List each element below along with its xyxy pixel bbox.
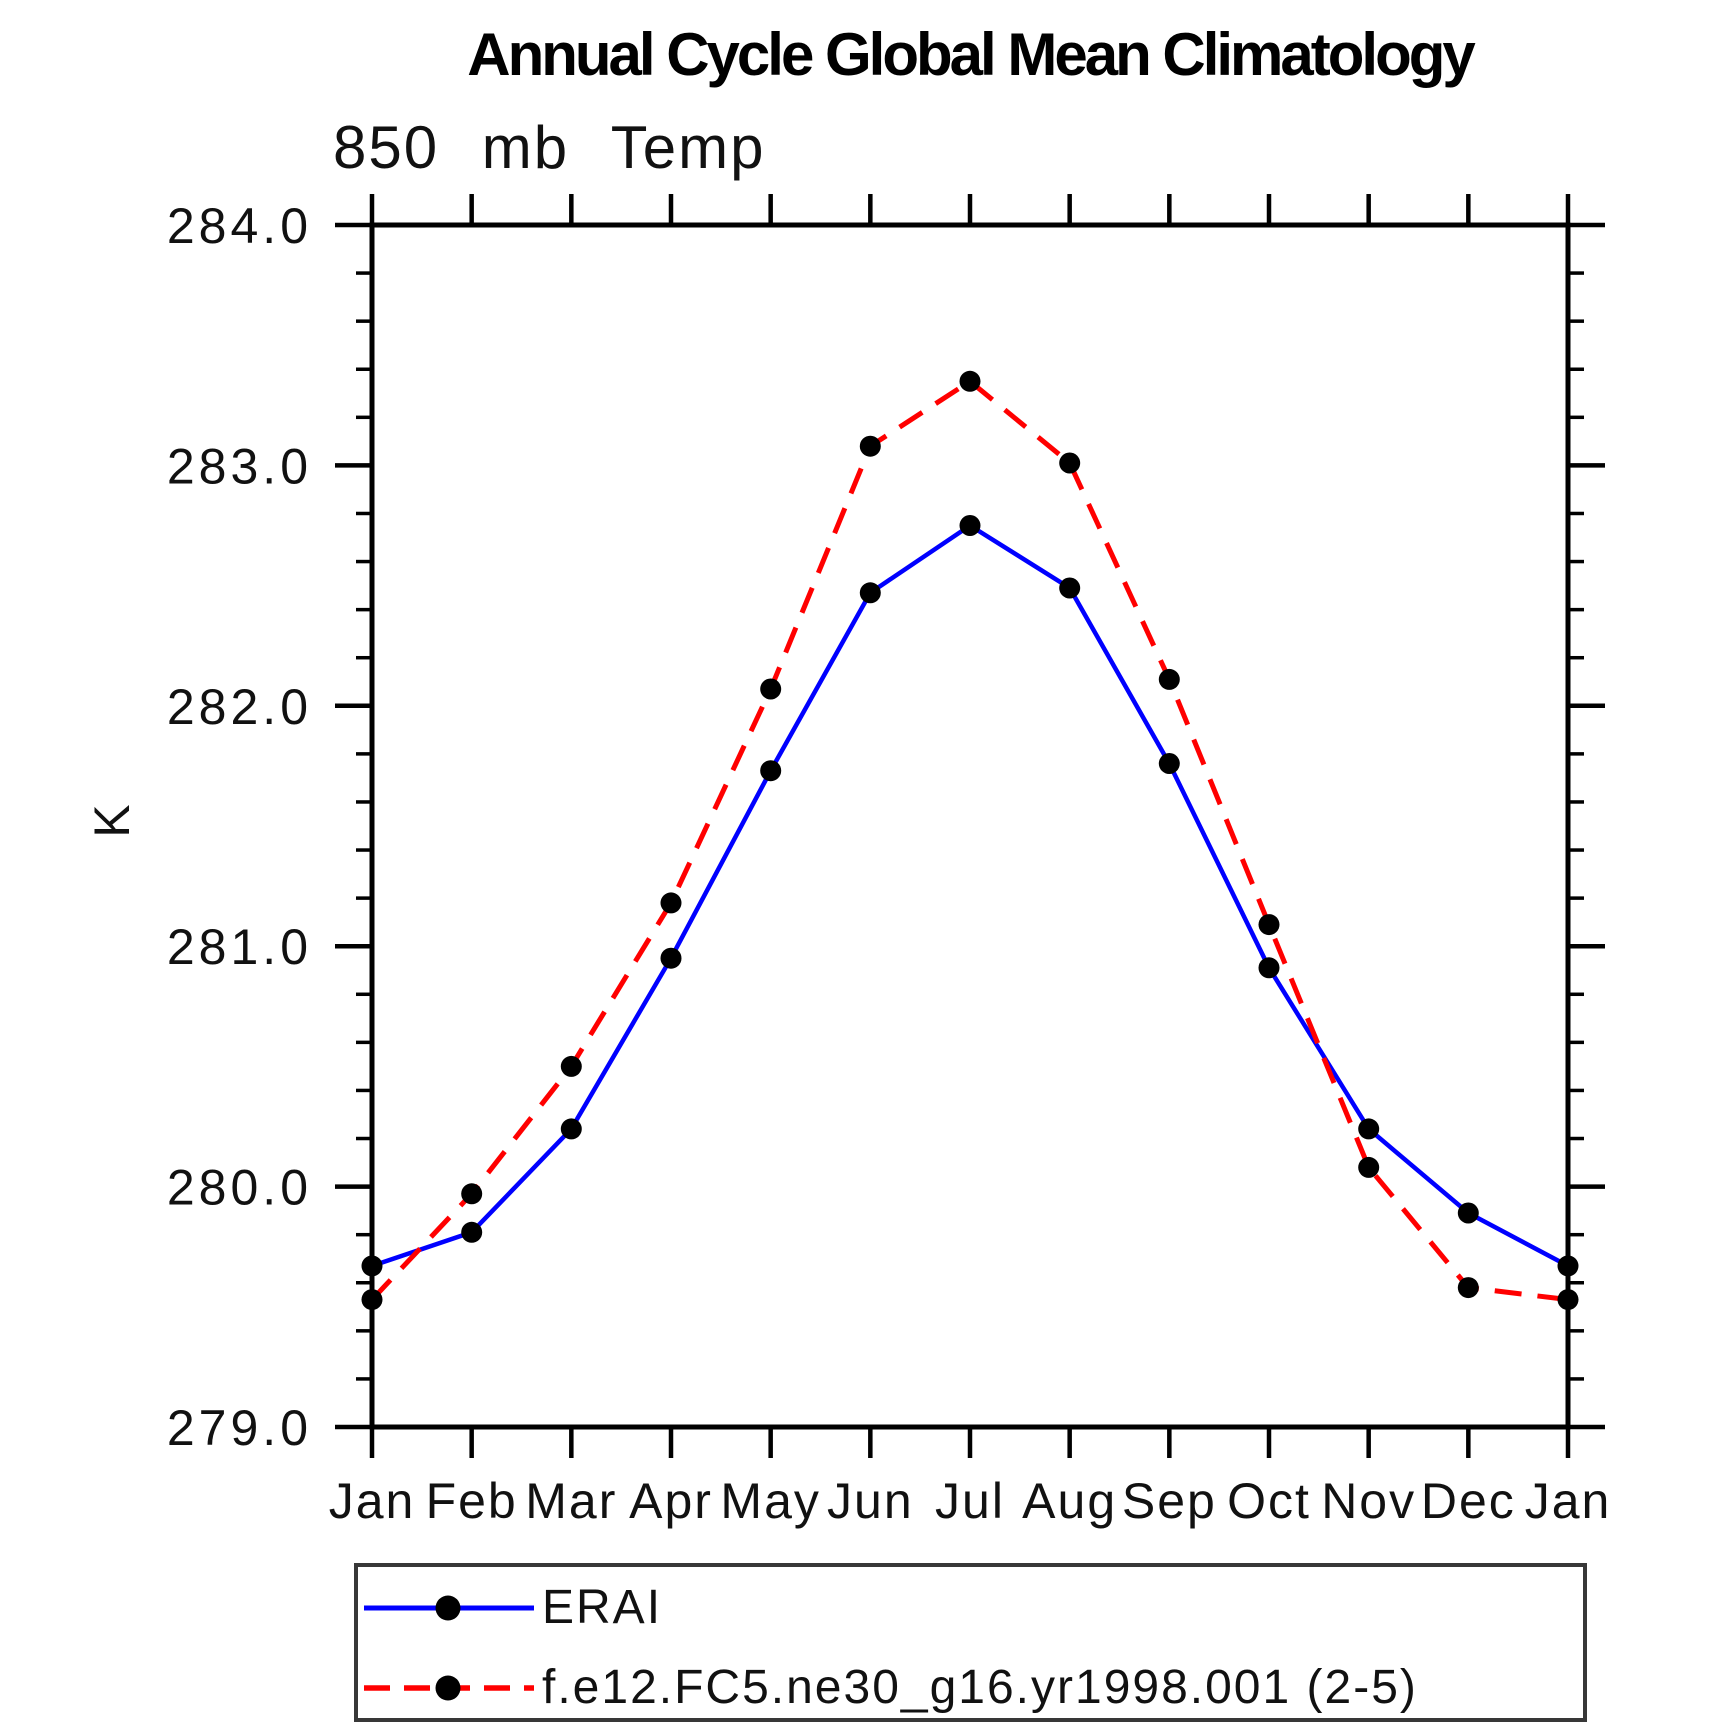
data-point-marker	[959, 515, 981, 536]
data-point-marker	[1059, 452, 1081, 474]
x-tick-label: Mar	[525, 1473, 617, 1529]
data-point-marker	[1059, 577, 1081, 599]
data-point-marker	[560, 1118, 582, 1140]
legend-marker-dot	[435, 1675, 461, 1701]
x-tick-label: Oct	[1227, 1473, 1311, 1529]
legend-item: f.e12.FC5.ne30_g16.yr1998.001 (2-5)	[362, 1663, 1418, 1713]
data-point-marker	[1557, 1255, 1579, 1277]
data-point-marker	[560, 1055, 582, 1077]
y-tick-label: 284.0	[167, 198, 312, 254]
x-tick-label: Dec	[1421, 1473, 1516, 1529]
data-point-marker	[461, 1183, 483, 1205]
chart-subtitle: 850 mb Temp	[333, 114, 766, 181]
data-point-marker	[1358, 1118, 1380, 1140]
data-point-marker	[1358, 1156, 1380, 1178]
y-tick-label: 280.0	[167, 1160, 312, 1216]
x-tick-label: Jan	[1525, 1473, 1612, 1529]
data-point-marker	[859, 582, 881, 604]
chart-title: Annual Cycle Global Mean Climatology	[467, 21, 1476, 88]
data-point-marker	[361, 1289, 383, 1311]
x-tick-label: Feb	[426, 1473, 518, 1529]
data-point-marker	[1258, 957, 1280, 979]
legend-item-label: f.e12.FC5.ne30_g16.yr1998.001 (2-5)	[542, 1661, 1418, 1714]
x-tick-label: Sep	[1122, 1473, 1217, 1529]
data-point-marker	[1557, 1289, 1579, 1311]
data-point-marker	[1457, 1202, 1479, 1224]
data-point-marker	[1158, 753, 1180, 774]
series-line-0	[371, 522, 1570, 1269]
y-tick-label: 283.0	[167, 438, 312, 494]
x-tick-label: Nov	[1321, 1473, 1416, 1529]
data-point-marker	[461, 1221, 483, 1243]
data-point-marker	[859, 435, 881, 457]
data-point-marker	[760, 678, 782, 700]
plot-box	[369, 222, 1571, 1430]
legend-item-label: ERAI	[542, 1581, 663, 1634]
x-tick-label: Jun	[827, 1473, 914, 1529]
data-point-marker	[660, 892, 682, 914]
data-point-marker	[760, 760, 782, 782]
legend-box: ERAI f.e12.FC5.ne30_g16.yr1998.001 (2-5)	[354, 1563, 1587, 1722]
legend-line-sample	[364, 1595, 534, 1621]
x-tick-label: May	[720, 1473, 820, 1529]
x-tick-label: Aug	[1022, 1473, 1117, 1529]
y-tick-label: 281.0	[167, 919, 312, 975]
data-point-marker	[959, 370, 981, 392]
data-point-marker	[361, 1255, 383, 1277]
legend-line-sample	[364, 1675, 534, 1701]
legend-item: ERAI	[362, 1583, 662, 1633]
data-point-marker	[1258, 914, 1280, 936]
data-point-marker	[1457, 1277, 1479, 1299]
data-point-marker	[1158, 668, 1180, 690]
x-tick-label: Jan	[329, 1473, 416, 1529]
y-tick-label: 282.0	[167, 679, 312, 735]
data-point-marker	[660, 947, 682, 969]
x-tick-label: Jul	[935, 1473, 1005, 1529]
y-tick-label: 279.0	[167, 1400, 312, 1456]
x-tick-label: Apr	[629, 1473, 713, 1529]
legend-marker-dot	[435, 1595, 461, 1621]
